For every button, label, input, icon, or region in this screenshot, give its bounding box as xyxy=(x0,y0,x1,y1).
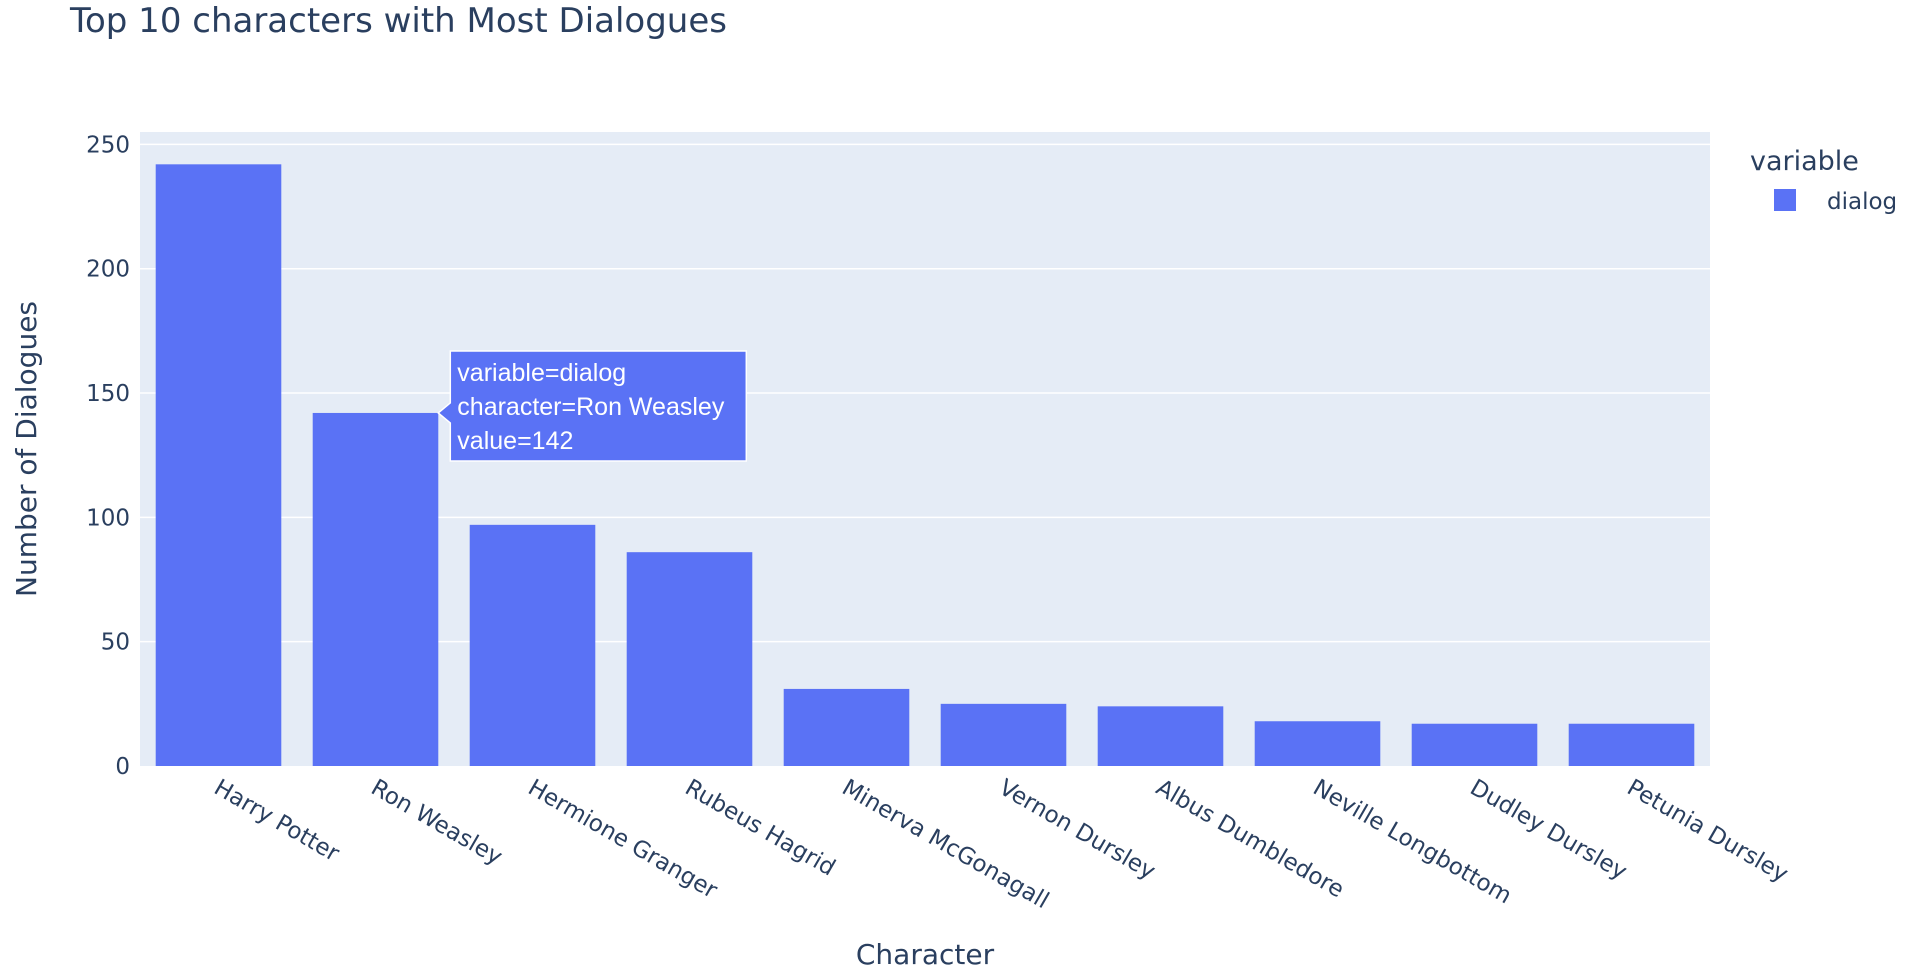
tooltip-line: character=Ron Weasley xyxy=(457,393,725,421)
y-tick-label: 50 xyxy=(101,630,130,656)
bar-petunia-dursley[interactable] xyxy=(1568,723,1695,766)
bar-ron-weasley[interactable] xyxy=(312,412,439,766)
x-axis-title: Character xyxy=(856,938,995,971)
x-tick-label: Rubeus Hagrid xyxy=(681,775,840,882)
bar-albus-dumbledore[interactable] xyxy=(1097,706,1224,766)
bar-minerva-mcgonagall[interactable] xyxy=(783,688,910,766)
y-tick-label: 100 xyxy=(86,505,130,531)
y-axis-title: Number of Dialogues xyxy=(10,301,43,597)
tooltip-line: variable=dialog xyxy=(457,359,626,387)
legend-title: variable xyxy=(1750,146,1859,177)
tooltip-line: value=142 xyxy=(457,427,573,455)
bar-dudley-dursley[interactable] xyxy=(1411,723,1538,766)
legend: variable dialog xyxy=(1750,146,1897,215)
x-tick-label: Vernon Dursley xyxy=(995,775,1160,885)
bar-rubeus-hagrid[interactable] xyxy=(626,552,753,766)
legend-swatch[interactable] xyxy=(1774,189,1796,211)
y-axis-ticks: 0 50 100 150 200 250 xyxy=(86,132,130,780)
legend-label[interactable]: dialog xyxy=(1827,189,1897,215)
y-tick-label: 250 xyxy=(86,132,130,158)
x-tick-label: Dudley Dursley xyxy=(1466,775,1632,886)
bar-hermione-granger[interactable] xyxy=(469,524,596,766)
bars[interactable] xyxy=(155,164,1695,767)
y-tick-label: 0 xyxy=(115,754,130,780)
bar-vernon-dursley[interactable] xyxy=(940,703,1067,766)
chart-title: Top 10 characters with Most Dialogues xyxy=(69,1,727,41)
bar-neville-longbottom[interactable] xyxy=(1254,721,1381,766)
bar-harry-potter[interactable] xyxy=(155,164,282,767)
x-tick-label: Ron Weasley xyxy=(367,775,507,871)
tooltip-box xyxy=(437,350,748,462)
y-tick-label: 200 xyxy=(86,257,130,283)
x-tick-label: Petunia Dursley xyxy=(1623,775,1793,888)
hover-tooltip: variable=dialog character=Ron Weasley valu… xyxy=(437,350,748,462)
x-axis-ticks: Harry Potter Ron Weasley Hermione GrangerR… xyxy=(210,775,1793,915)
y-tick-label: 150 xyxy=(86,381,130,407)
x-tick-label: Harry Potter xyxy=(210,775,344,868)
